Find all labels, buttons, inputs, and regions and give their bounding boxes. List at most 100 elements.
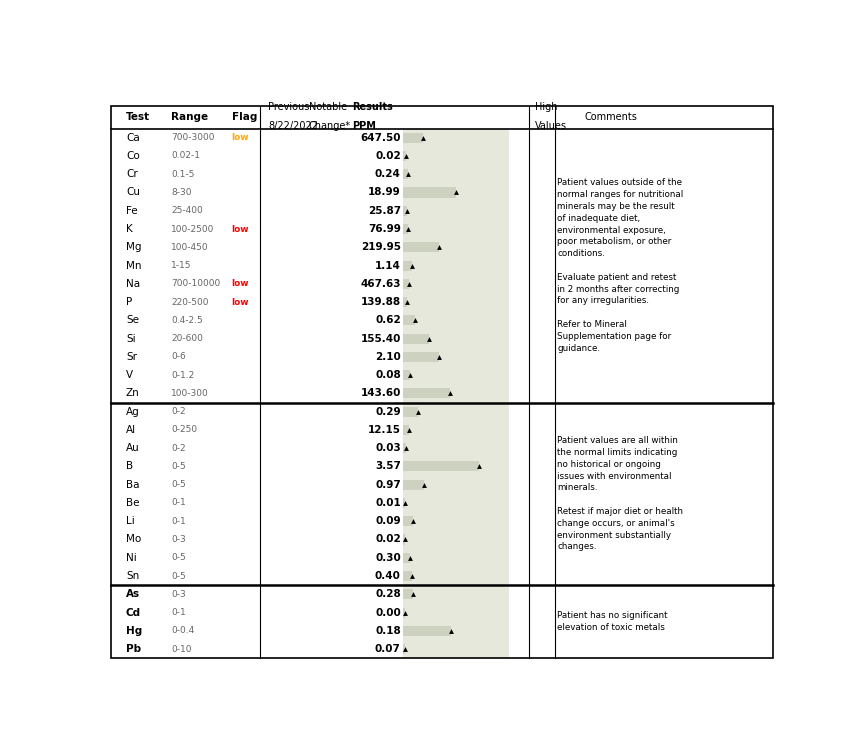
Text: Ba: Ba — [126, 480, 140, 489]
Bar — [404, 644, 405, 654]
Text: 20-600: 20-600 — [172, 334, 204, 343]
Bar — [404, 201, 509, 220]
Bar — [404, 333, 429, 344]
Bar — [404, 621, 509, 640]
Text: low: low — [231, 134, 249, 142]
Text: 0-2: 0-2 — [172, 444, 186, 453]
Text: Mg: Mg — [126, 242, 142, 252]
Bar — [404, 257, 509, 275]
Text: B: B — [126, 462, 133, 471]
Bar — [404, 187, 457, 198]
Bar — [404, 297, 406, 307]
Bar — [404, 147, 509, 165]
Bar — [404, 165, 509, 184]
Text: Cr: Cr — [126, 169, 138, 179]
Bar — [404, 425, 409, 435]
Text: 2.10: 2.10 — [375, 352, 400, 362]
Bar — [404, 443, 406, 454]
Text: High: High — [534, 102, 557, 113]
Text: V: V — [126, 370, 133, 380]
Text: 467.63: 467.63 — [361, 279, 400, 289]
Text: Cu: Cu — [126, 187, 140, 198]
Text: 12.15: 12.15 — [368, 425, 400, 435]
Bar — [404, 311, 509, 330]
Text: Na: Na — [126, 279, 140, 289]
Text: low: low — [231, 298, 249, 307]
Bar — [404, 457, 509, 475]
Bar — [404, 530, 509, 548]
Text: 0.40: 0.40 — [375, 571, 400, 581]
Text: low: low — [231, 279, 249, 288]
Text: 0-3: 0-3 — [172, 590, 186, 599]
Text: 0.00: 0.00 — [375, 607, 400, 618]
Text: 8/22/2022: 8/22/2022 — [268, 121, 318, 131]
Text: 0.18: 0.18 — [375, 626, 400, 636]
Text: 0.07: 0.07 — [375, 644, 400, 654]
Text: Test: Test — [126, 112, 150, 122]
Text: 0.03: 0.03 — [375, 443, 400, 453]
Bar — [404, 151, 406, 161]
Text: 76.99: 76.99 — [368, 224, 400, 234]
Bar — [404, 571, 412, 581]
Text: 100-300: 100-300 — [172, 389, 209, 398]
Bar — [404, 224, 407, 234]
Bar — [404, 279, 409, 289]
Text: PPM: PPM — [352, 121, 376, 131]
Bar — [404, 498, 405, 508]
Bar — [404, 260, 412, 271]
Text: 0.08: 0.08 — [375, 370, 400, 380]
Text: 647.50: 647.50 — [361, 133, 400, 142]
Bar — [404, 516, 413, 526]
Text: 0-5: 0-5 — [172, 480, 186, 489]
Text: Se: Se — [126, 316, 139, 325]
Bar — [404, 403, 509, 421]
Text: Previous: Previous — [268, 102, 310, 113]
Text: 0-5: 0-5 — [172, 571, 186, 580]
Text: Ni: Ni — [126, 553, 136, 562]
Text: Patient values outside of the
normal ranges for nutritional
minerals may be the : Patient values outside of the normal ran… — [557, 178, 683, 353]
Text: 0-5: 0-5 — [172, 462, 186, 471]
Text: Change*: Change* — [309, 121, 350, 131]
Text: Sn: Sn — [126, 571, 139, 581]
Text: 100-2500: 100-2500 — [172, 225, 215, 233]
Text: K: K — [126, 224, 133, 234]
Text: Patient has no significant
elevation of toxic metals: Patient has no significant elevation of … — [557, 611, 668, 632]
Text: Zn: Zn — [126, 389, 140, 398]
Text: Pb: Pb — [126, 644, 141, 654]
Text: 25.87: 25.87 — [368, 206, 400, 216]
Bar — [404, 348, 509, 366]
Text: 0.4-2.5: 0.4-2.5 — [172, 316, 203, 325]
Text: 100-450: 100-450 — [172, 242, 209, 252]
Text: 0-1.2: 0-1.2 — [172, 371, 195, 380]
Text: Comments: Comments — [584, 112, 637, 122]
Text: 0-10: 0-10 — [172, 645, 192, 653]
Bar — [404, 389, 450, 398]
Bar — [404, 316, 415, 325]
Text: Ca: Ca — [126, 133, 140, 142]
Bar — [404, 494, 509, 512]
Bar — [404, 366, 509, 384]
Text: Cd: Cd — [126, 607, 141, 618]
Text: 0.01: 0.01 — [375, 498, 400, 508]
Text: Al: Al — [126, 425, 136, 435]
Text: 700-10000: 700-10000 — [172, 279, 221, 288]
Text: Range: Range — [172, 112, 209, 122]
Text: Hg: Hg — [126, 626, 142, 636]
Text: 0-250: 0-250 — [172, 425, 198, 434]
Text: 0.1-5: 0.1-5 — [172, 170, 195, 179]
Text: 25-400: 25-400 — [172, 206, 203, 216]
Bar — [404, 462, 478, 471]
Text: Fe: Fe — [126, 206, 137, 216]
Bar — [404, 604, 509, 621]
Text: Mn: Mn — [126, 260, 142, 271]
Text: Results: Results — [352, 102, 393, 113]
Text: Values: Values — [534, 121, 567, 131]
Text: 0-2: 0-2 — [172, 407, 186, 416]
Bar — [404, 293, 509, 311]
Text: 0.29: 0.29 — [375, 407, 400, 417]
Text: Au: Au — [126, 443, 140, 453]
Bar — [404, 352, 439, 362]
Text: 155.40: 155.40 — [361, 333, 400, 344]
Text: Co: Co — [126, 151, 140, 161]
Text: 219.95: 219.95 — [361, 242, 400, 252]
